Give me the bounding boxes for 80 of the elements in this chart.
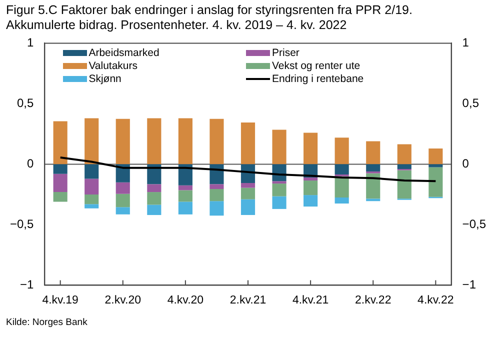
- bar: [304, 195, 318, 207]
- x-tick-label: 4.kv.20: [167, 294, 204, 306]
- bar: [84, 164, 99, 179]
- x-tick-label: 2.kv.21: [230, 294, 266, 306]
- bar: [210, 184, 224, 190]
- chart-subtitle: Akkumulerte bidrag. Prosentenheter. 4. kv. 2019 – 4. kv. 2022: [6, 18, 348, 33]
- bar: [304, 132, 318, 164]
- chart-title: Figur 5.C Faktorer bak endringer i anslag for styringsrenten fra PPR 2/19.: [6, 3, 412, 18]
- bar: [84, 204, 99, 208]
- bar: [304, 178, 318, 181]
- bar: [366, 164, 380, 172]
- bar: [397, 170, 412, 199]
- bar: [240, 122, 256, 164]
- bar: [116, 194, 130, 208]
- bar: [116, 207, 130, 214]
- legend-label: Arbeidsmarked: [88, 47, 160, 60]
- bar: [240, 182, 256, 188]
- bar: [240, 188, 256, 200]
- y2-tick-label: 0: [462, 156, 470, 171]
- y-tick-label: 0,5: [17, 96, 34, 110]
- bar: [272, 196, 286, 209]
- bar: [397, 164, 412, 170]
- bar: [147, 204, 162, 216]
- bar: [116, 182, 130, 194]
- legend-label: Endring i rentebane: [272, 73, 364, 86]
- x-tick-label: 2.kv.20: [104, 294, 142, 306]
- y2-tick-label: −1: [462, 278, 476, 292]
- text: Kilde: Norges Bank: [6, 317, 88, 328]
- bar: [272, 181, 286, 184]
- bar: [428, 148, 443, 164]
- x-tick-label: 4.kv.21: [292, 294, 329, 306]
- bar: [84, 178, 99, 194]
- bar: [240, 199, 256, 216]
- bar: [366, 198, 380, 202]
- bar: [147, 184, 162, 192]
- y-tick-label: −0,5: [10, 217, 34, 232]
- bar: [334, 197, 349, 204]
- y2-tick-label: −0,5: [462, 217, 486, 232]
- bar: [334, 164, 349, 174]
- y-tick-label: 1: [27, 36, 34, 50]
- bar: [147, 118, 162, 164]
- bar: [53, 121, 68, 164]
- x-tick-label: 4.kv.19: [42, 294, 78, 306]
- bar: [53, 192, 68, 202]
- bar: [147, 164, 162, 184]
- y-tick-label: −1: [20, 278, 34, 292]
- bar: [304, 180, 318, 196]
- bar: [53, 174, 68, 192]
- y-tick-label: 0: [27, 156, 34, 171]
- bar: [178, 202, 192, 214]
- legend-label: Valutakurs: [88, 60, 138, 72]
- legend-label: Priser: [272, 47, 300, 60]
- bar: [210, 164, 224, 184]
- bar: [334, 138, 349, 164]
- bar: [397, 144, 412, 164]
- bar: [178, 185, 192, 190]
- bar: [272, 130, 286, 164]
- bar: [53, 164, 68, 174]
- bar: [178, 190, 192, 202]
- bar: [210, 201, 224, 216]
- bar: [210, 189, 224, 202]
- bar: [178, 164, 192, 186]
- legend-label: Vekst og renter ute: [272, 60, 360, 72]
- y2-tick-label: 1: [462, 36, 470, 50]
- bar: [84, 194, 99, 204]
- bar: [84, 118, 99, 164]
- bar: [272, 184, 286, 196]
- y2-tick-label: 0,5: [462, 96, 480, 110]
- bar: [334, 176, 349, 198]
- x-tick-label: 4.kv.22: [418, 294, 454, 306]
- bar: [210, 118, 224, 164]
- x-tick-label: 2.kv.22: [354, 294, 392, 306]
- bar: [147, 192, 162, 205]
- bar: [428, 164, 443, 168]
- bar: [366, 173, 380, 199]
- bar: [428, 167, 443, 197]
- bar: [116, 118, 130, 164]
- legend-label: Skjønn: [88, 73, 122, 86]
- bar: [366, 141, 380, 164]
- bar: [178, 118, 192, 164]
